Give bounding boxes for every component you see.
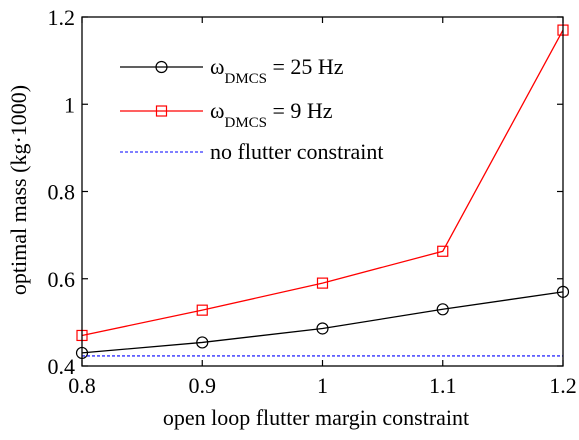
plot-layer	[75, 24, 570, 360]
legend-marker-circle	[155, 60, 168, 74]
y-tick-label: 0.6	[48, 267, 76, 292]
legend-label: ωDMCS = 9 Hz	[210, 98, 333, 131]
series-line	[81, 29, 564, 337]
data-point-circle	[196, 336, 209, 349]
data-point-square	[196, 304, 208, 316]
x-tick-label: 0.8	[68, 373, 96, 398]
x-tick-label: 1	[317, 373, 328, 398]
series-line	[81, 291, 564, 354]
data-point-square	[437, 245, 449, 257]
x-tick-label: 1.2	[549, 373, 577, 398]
y-tick-label: 0.4	[48, 354, 76, 379]
legend-value: = 9 Hz	[267, 98, 333, 123]
y-tick-label: 1.2	[48, 5, 76, 30]
legend-label: ωDMCS = 25 Hz	[210, 54, 344, 87]
y-axis-title: optimal mass (kg·1000)	[6, 85, 31, 295]
legend-label: no flutter constraint	[210, 139, 384, 164]
data-point-circle	[316, 322, 329, 335]
legend-subscript: DMCS	[224, 71, 267, 87]
x-tick-label: 0.9	[189, 373, 217, 398]
legend-symbol: ω	[210, 54, 224, 79]
legend-subscript: DMCS	[224, 115, 267, 131]
y-tick-label: 0.8	[48, 180, 76, 205]
y-tick-label: 1	[64, 92, 75, 117]
legend-symbol: ω	[210, 98, 224, 123]
x-axis-title: open loop flutter margin constraint	[163, 405, 469, 430]
legend-value: = 25 Hz	[267, 54, 344, 79]
legend-marker-square	[155, 105, 168, 117]
x-tick-label: 1.1	[429, 373, 457, 398]
data-point-circle	[436, 303, 449, 316]
axes-layer: 0.8 0.9 1 1.1 1.2 0.4 0.6 0.8 1 1.2	[48, 5, 577, 398]
data-point-square	[316, 277, 329, 289]
